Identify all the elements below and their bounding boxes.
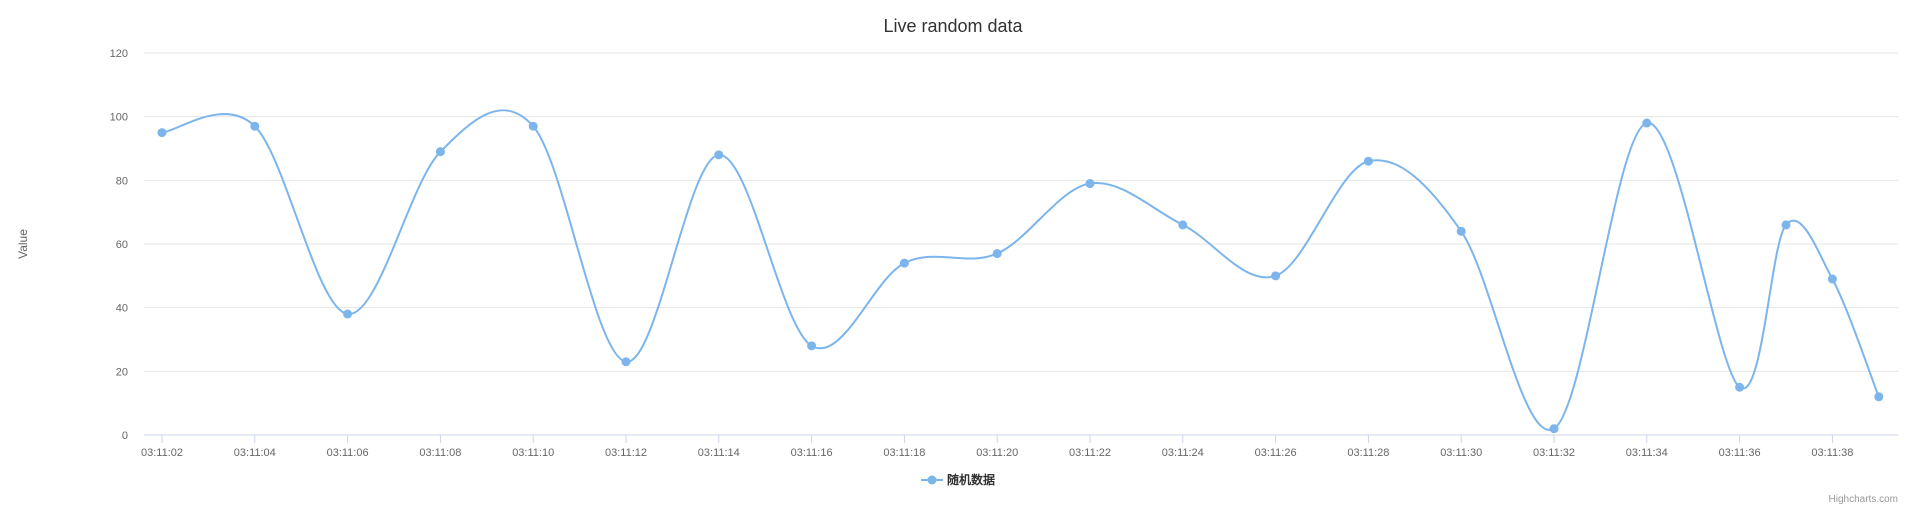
y-tick-label: 20 (116, 366, 128, 378)
data-points (157, 118, 1884, 434)
data-point (992, 249, 1002, 259)
data-point (807, 341, 817, 351)
data-point (899, 258, 909, 268)
data-point (343, 309, 353, 319)
grid-lines (144, 52, 1898, 372)
x-tick-label: 03:11:32 (1533, 447, 1575, 459)
data-point (1549, 424, 1559, 434)
x-tick-label: 03:11:16 (791, 447, 833, 459)
x-tick-label: 03:11:20 (976, 447, 1018, 459)
data-point (157, 128, 167, 138)
x-tick-label: 03:11:22 (1069, 447, 1111, 459)
y-tick-label: 120 (110, 48, 128, 60)
y-tick-label: 60 (116, 239, 128, 251)
y-tick-label: 40 (116, 303, 128, 315)
y-tick-label: 100 (110, 112, 128, 124)
data-point (1271, 271, 1281, 281)
y-axis-title: Value (16, 229, 30, 259)
data-point (1456, 226, 1466, 236)
data-point (1874, 392, 1884, 402)
x-tick-label: 03:11:14 (698, 447, 740, 459)
x-tick-label: 03:11:26 (1255, 447, 1297, 459)
x-axis-ticks: 03:11:02 03:11:04 03:11:06 03:11:08 03:11:10… (141, 435, 1853, 459)
data-point (528, 121, 538, 131)
data-point (1642, 118, 1652, 128)
data-point (250, 121, 260, 131)
data-point (714, 150, 724, 160)
x-tick-label: 03:11:28 (1347, 447, 1389, 459)
data-point (1735, 382, 1745, 392)
x-tick-label: 03:11:24 (1162, 447, 1204, 459)
x-tick-label: 03:11:02 (141, 447, 183, 459)
legend[interactable]: 随机数据 (921, 472, 995, 487)
x-tick-label: 03:11:18 (883, 447, 925, 459)
x-tick-label: 03:11:04 (234, 447, 276, 459)
x-tick-label: 03:11:10 (512, 447, 554, 459)
data-point (1363, 156, 1373, 166)
x-tick-label: 03:11:36 (1719, 447, 1761, 459)
data-point (1085, 179, 1095, 189)
x-tick-label: 03:11:38 (1811, 447, 1853, 459)
x-tick-label: 03:11:34 (1626, 447, 1668, 459)
y-axis-ticks: 0 20 40 60 80 100 120 (110, 48, 128, 442)
credits-link[interactable]: Highcharts.com (1829, 494, 1898, 505)
data-point (1781, 220, 1791, 230)
y-tick-label: 0 (122, 430, 128, 442)
data-point (1827, 274, 1837, 284)
x-tick-label: 03:11:12 (605, 447, 647, 459)
y-tick-label: 80 (116, 175, 128, 187)
data-point (435, 147, 445, 157)
legend-item-label[interactable]: 随机数据 (947, 472, 995, 487)
data-point (621, 357, 631, 367)
x-tick-label: 03:11:30 (1440, 447, 1482, 459)
legend-marker (927, 475, 937, 485)
chart-title: Live random data (883, 16, 1023, 36)
data-point (1178, 220, 1188, 230)
x-tick-label: 03:11:08 (419, 447, 461, 459)
x-tick-label: 03:11:06 (327, 447, 369, 459)
series-line (161, 109, 1880, 431)
